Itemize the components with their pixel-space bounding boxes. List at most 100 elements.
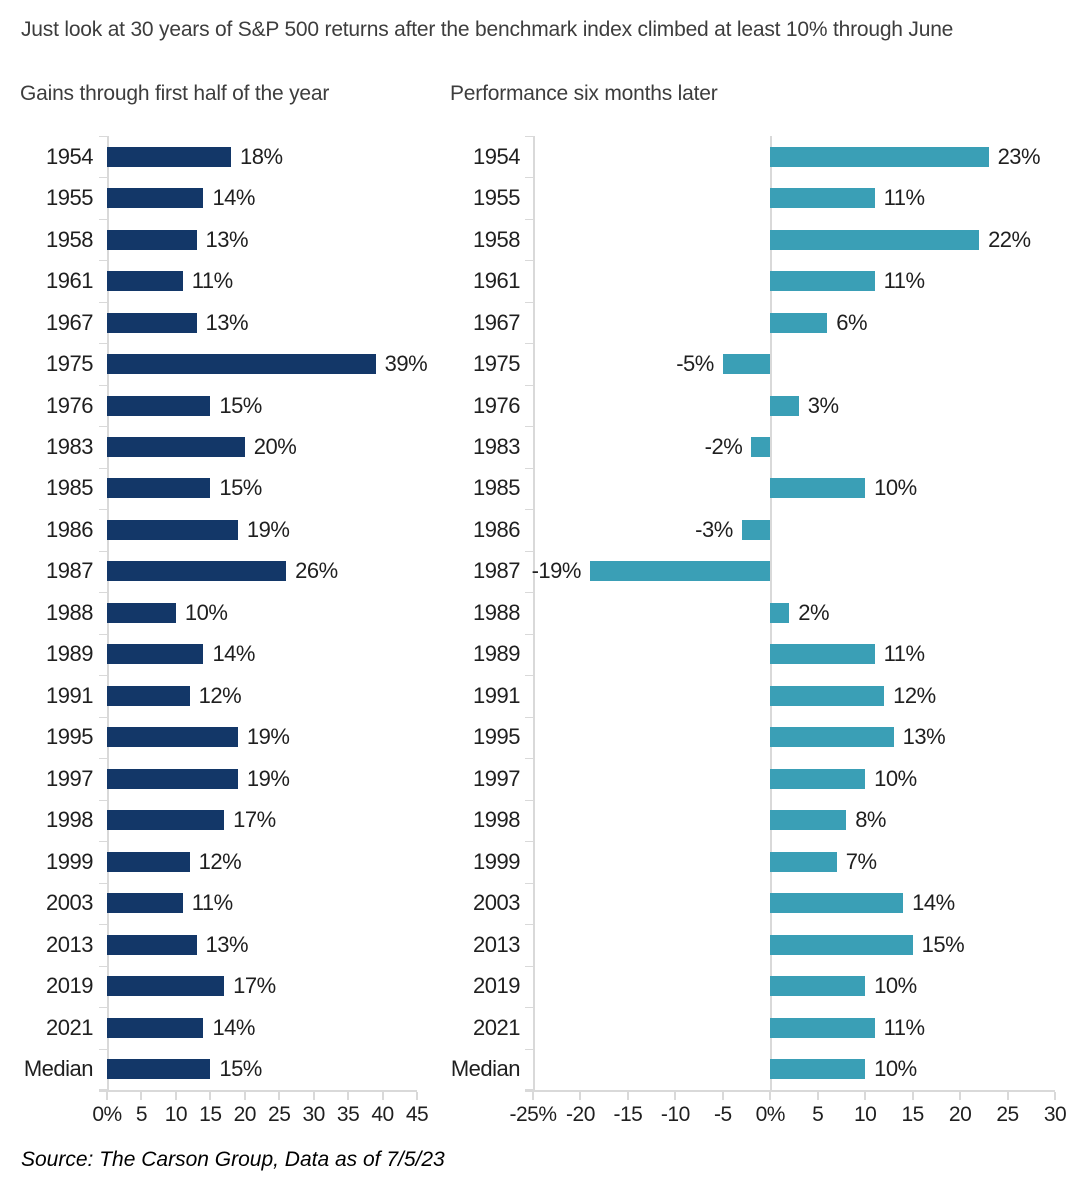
chart-row: 1999 12%	[20, 841, 490, 882]
chart-row: 1998 8%	[435, 800, 1075, 841]
value-label: 15%	[219, 475, 262, 501]
year-label: 1988	[473, 599, 520, 625]
category-axis-tick	[525, 675, 533, 677]
x-axis-tick	[278, 1091, 281, 1100]
bar-track: 10%	[533, 1048, 1075, 1089]
x-axis-tick-label: 15	[901, 1102, 924, 1126]
year-label: 1999	[473, 848, 520, 874]
chart-row: 1967 13%	[20, 302, 490, 343]
bar-track: 20%	[107, 426, 490, 467]
bar	[107, 644, 204, 665]
bar	[107, 271, 183, 292]
value-label: 11%	[191, 890, 233, 916]
bar-track: 19%	[107, 509, 490, 550]
bar	[770, 851, 837, 872]
value-label: 19%	[246, 516, 290, 542]
x-axis-tick	[626, 1091, 629, 1100]
bar	[107, 1017, 204, 1038]
year-label: 2019	[473, 973, 520, 999]
category-axis-tick	[99, 965, 107, 967]
chart-row: 2003 14%	[435, 882, 1075, 923]
chart-row: 2003 11%	[20, 882, 490, 923]
bar	[107, 146, 231, 167]
bar	[770, 146, 989, 167]
x-axis-right: -25% -20 -15 -10 -5 0% 5 10 15 20 25 30	[509, 1089, 1067, 1136]
value-label: 11%	[883, 1014, 925, 1040]
year-label: 1975	[46, 351, 93, 377]
category-axis-tick	[525, 965, 533, 967]
bar	[107, 602, 176, 623]
value-label: 11%	[191, 268, 233, 294]
bar-track: 10%	[533, 758, 1075, 799]
year-label: 2013	[473, 931, 520, 957]
x-axis-tick	[1006, 1091, 1009, 1100]
chart-row: 1958 22%	[435, 219, 1075, 260]
year-label: 1955	[46, 185, 93, 211]
bar	[107, 354, 376, 375]
chart-row: 1954 23%	[435, 136, 1075, 177]
year-label: 1967	[473, 309, 520, 335]
chart-row: 1983 20%	[20, 426, 490, 467]
year-label: 1987	[46, 558, 93, 584]
chart-row: 1985 15%	[20, 468, 490, 509]
bar	[107, 727, 238, 748]
x-axis-tick-label: -5	[713, 1102, 732, 1126]
bar	[770, 1059, 866, 1080]
category-axis-tick	[99, 924, 107, 926]
bar	[770, 602, 790, 623]
chart-row: 1995 19%	[20, 717, 490, 758]
year-label: 2021	[473, 1014, 520, 1040]
value-label: 19%	[246, 765, 290, 791]
bar	[107, 976, 225, 997]
value-label: 3%	[807, 392, 839, 418]
x-axis-tick	[381, 1091, 384, 1100]
year-label: 1954	[46, 143, 93, 169]
first-half-gains-chart: Gains through first half of the year 195…	[20, 82, 490, 1136]
bar-track: 14%	[533, 882, 1075, 923]
x-axis-tick	[243, 1091, 246, 1100]
bar-track: 6%	[533, 302, 1075, 343]
chart-row: 1987 -19%	[435, 551, 1075, 592]
bar-track: 11%	[107, 882, 490, 923]
value-label: -2%	[704, 434, 743, 460]
bar	[770, 810, 847, 831]
chart-headline: Just look at 30 years of S&P 500 returns…	[21, 18, 954, 41]
x-axis-tick	[721, 1091, 724, 1100]
bar-track: 15%	[107, 385, 490, 426]
category-axis-tick	[525, 1089, 533, 1091]
value-label: 18%	[240, 143, 283, 169]
x-axis-tick-label: 15	[199, 1102, 222, 1126]
category-axis-tick	[525, 301, 533, 303]
year-label: 2003	[46, 890, 93, 916]
bar	[770, 685, 885, 706]
year-label: 2019	[46, 973, 93, 999]
chart-row: 1967 6%	[435, 302, 1075, 343]
bar	[107, 395, 211, 416]
bar	[741, 519, 771, 540]
year-label: 1988	[46, 599, 93, 625]
category-axis-tick	[525, 218, 533, 220]
value-label: 15%	[921, 931, 965, 957]
chart-subtitle-left: Gains through first half of the year	[20, 82, 330, 105]
category-axis-tick	[525, 426, 533, 428]
bar	[107, 312, 197, 333]
chart-row: 2021 11%	[435, 1007, 1075, 1048]
x-axis-tick-label: -15	[613, 1102, 643, 1126]
category-axis-tick	[525, 592, 533, 594]
bar-track: 3%	[533, 385, 1075, 426]
bar	[107, 851, 190, 872]
bar	[722, 354, 771, 375]
bar	[107, 1059, 211, 1080]
x-axis-tick	[959, 1091, 962, 1100]
bar	[770, 478, 866, 499]
bar	[107, 561, 287, 582]
year-label: 1967	[46, 309, 93, 335]
value-label: -5%	[676, 351, 714, 377]
year-label: 1958	[46, 226, 93, 252]
value-label: 11%	[883, 185, 925, 211]
bar	[107, 229, 197, 250]
year-label: 1998	[473, 807, 520, 833]
bar-track: 15%	[107, 1048, 490, 1089]
year-label: 1954	[473, 143, 520, 169]
bar	[107, 188, 204, 209]
